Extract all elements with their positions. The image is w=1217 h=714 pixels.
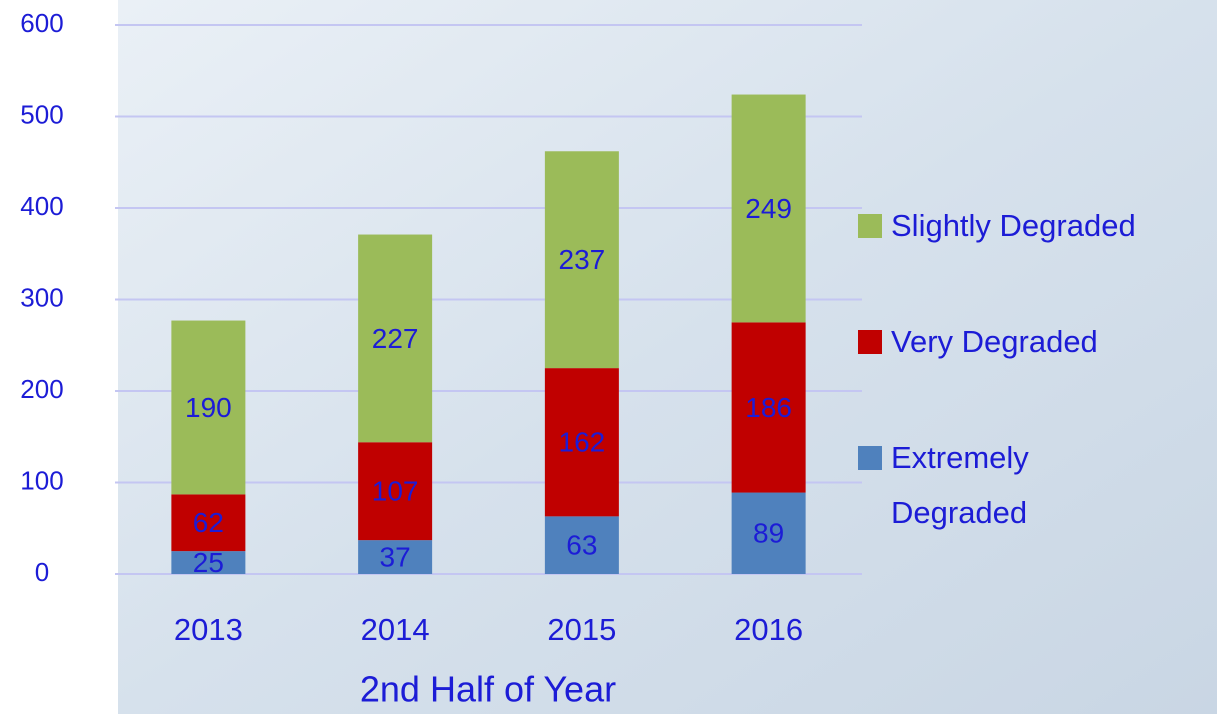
data-label: 37 xyxy=(380,541,411,572)
data-label: 63 xyxy=(566,530,597,561)
data-label: 227 xyxy=(372,323,419,354)
legend-item: Extremely Degraded xyxy=(858,430,1208,540)
bar-segment xyxy=(171,494,246,552)
x-axis-title: 2nd Half of Year xyxy=(360,669,616,710)
data-label: 190 xyxy=(185,392,232,423)
bar-segment xyxy=(544,151,619,369)
bar-segment xyxy=(171,320,246,495)
bar-segment xyxy=(358,442,433,541)
x-tick-label: 2015 xyxy=(547,612,616,647)
x-tick-label: 2014 xyxy=(361,612,430,647)
x-tick-label: 2013 xyxy=(174,612,243,647)
background xyxy=(118,0,1217,714)
bar-segment xyxy=(358,540,433,574)
data-label: 25 xyxy=(193,547,224,578)
y-tick-label: 200 xyxy=(20,374,63,404)
y-tick-label: 600 xyxy=(20,8,63,38)
legend-item: Very Degraded xyxy=(858,314,1208,369)
legend-label: Extremely Degraded xyxy=(891,440,1029,530)
bar-segment xyxy=(171,551,246,574)
data-label: 237 xyxy=(559,244,606,275)
data-label: 107 xyxy=(372,476,419,507)
bar-segment xyxy=(544,516,619,574)
y-tick-label: 100 xyxy=(20,465,63,495)
data-label: 89 xyxy=(753,518,784,549)
data-label: 249 xyxy=(745,193,792,224)
y-tick-label: 300 xyxy=(20,282,63,312)
bar-segment xyxy=(358,234,433,443)
legend-label: Slightly Degraded xyxy=(891,208,1136,243)
data-label: 186 xyxy=(745,392,792,423)
legend-item: Slightly Degraded xyxy=(858,198,1208,253)
data-label: 162 xyxy=(559,427,606,458)
x-tick-label: 2016 xyxy=(734,612,803,647)
bar-segment xyxy=(731,492,806,574)
legend-label: Very Degraded xyxy=(891,324,1098,359)
y-tick-label: 500 xyxy=(20,99,63,129)
bar-segment xyxy=(544,368,619,517)
bar-segment xyxy=(731,322,806,493)
legend-swatch xyxy=(858,446,882,470)
legend-swatch xyxy=(858,330,882,354)
legend-swatch xyxy=(858,214,882,238)
y-tick-label: 0 xyxy=(35,557,49,587)
bar-segment xyxy=(731,94,806,323)
data-label: 62 xyxy=(193,507,224,538)
y-tick-label: 400 xyxy=(20,191,63,221)
